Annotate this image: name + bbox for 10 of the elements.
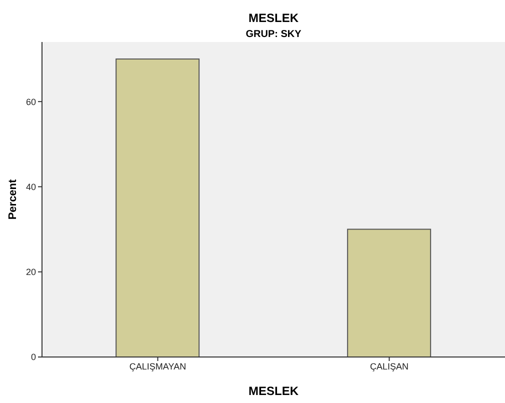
y-tick-label: 40 — [26, 182, 36, 192]
y-tick-label: 0 — [30, 352, 36, 362]
y-tick-label: 20 — [26, 267, 36, 278]
x-axis-title: MESLEK — [248, 384, 299, 398]
y-axis-title: Percent — [6, 178, 19, 220]
x-tick-label: ÇALIŞAN — [370, 361, 409, 372]
x-tick-label: ÇALIŞMAYAN — [129, 361, 186, 372]
chart-subtitle: GRUP: SKY — [244, 28, 302, 42]
y-tick-label: 60 — [26, 96, 36, 107]
chart-title: MESLEK — [247, 10, 300, 27]
